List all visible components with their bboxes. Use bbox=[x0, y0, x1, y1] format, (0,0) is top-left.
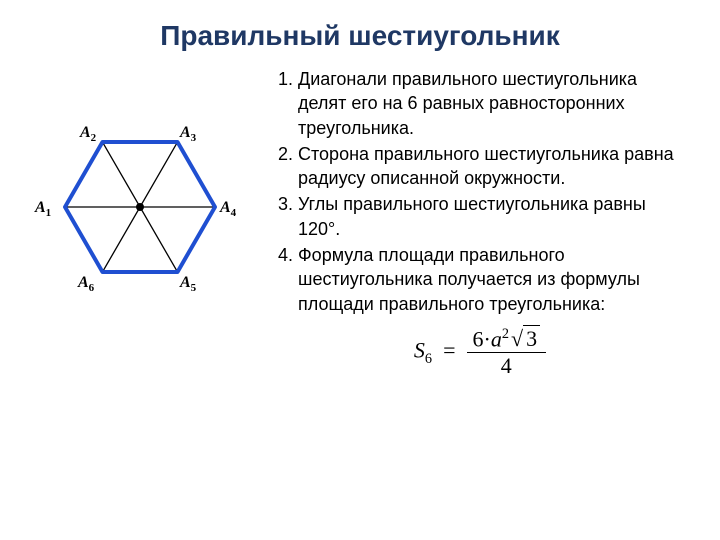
vertex-label-a2: A2 bbox=[79, 124, 97, 144]
vertex-label-a3: A3 bbox=[179, 124, 197, 144]
area-formula: S6 = 6·a23 4 bbox=[270, 326, 690, 379]
hexagon-figure: A1 A2 A3 A4 A5 A6 bbox=[30, 87, 260, 379]
slide: Правильный шестиугольник A1 A2 A3 A4 A5 … bbox=[0, 0, 720, 540]
num-coef: 6 bbox=[473, 326, 484, 351]
formula-numerator: 6·a23 bbox=[467, 326, 547, 353]
vertex-label-a5: A5 bbox=[179, 274, 197, 294]
vertex-label-a6: A6 bbox=[77, 274, 95, 294]
property-item: Углы правильного шестиугольника равны 12… bbox=[298, 192, 690, 241]
property-item: Формула площади правильного шестиугольни… bbox=[298, 243, 690, 316]
properties-list: Диагонали правильного шестиугольника дел… bbox=[270, 67, 690, 316]
num-var: a bbox=[491, 326, 502, 351]
center-dot bbox=[136, 203, 144, 211]
num-dot: · bbox=[484, 326, 491, 351]
num-exp: 2 bbox=[502, 326, 509, 342]
property-item: Диагонали правильного шестиугольника дел… bbox=[298, 67, 690, 140]
num-sqrt: 3 bbox=[509, 326, 540, 352]
formula-lhs-var: S bbox=[414, 338, 425, 363]
hexagon-svg: A1 A2 A3 A4 A5 A6 bbox=[30, 87, 250, 317]
formula-eq: = bbox=[443, 338, 455, 363]
num-radicand: 3 bbox=[523, 325, 540, 351]
property-item: Сторона правильного шестиугольника равна… bbox=[298, 142, 690, 191]
vertex-label-a4: A4 bbox=[219, 199, 237, 219]
vertex-label-a1: A1 bbox=[34, 199, 51, 219]
formula-fraction: 6·a23 4 bbox=[467, 326, 547, 379]
content-row: A1 A2 A3 A4 A5 A6 Диагонали правильного … bbox=[30, 67, 690, 379]
formula-lhs-sub: 6 bbox=[425, 351, 432, 367]
properties-column: Диагонали правильного шестиугольника дел… bbox=[260, 67, 690, 379]
formula-denominator: 4 bbox=[467, 353, 547, 379]
slide-title: Правильный шестиугольник bbox=[30, 20, 690, 52]
